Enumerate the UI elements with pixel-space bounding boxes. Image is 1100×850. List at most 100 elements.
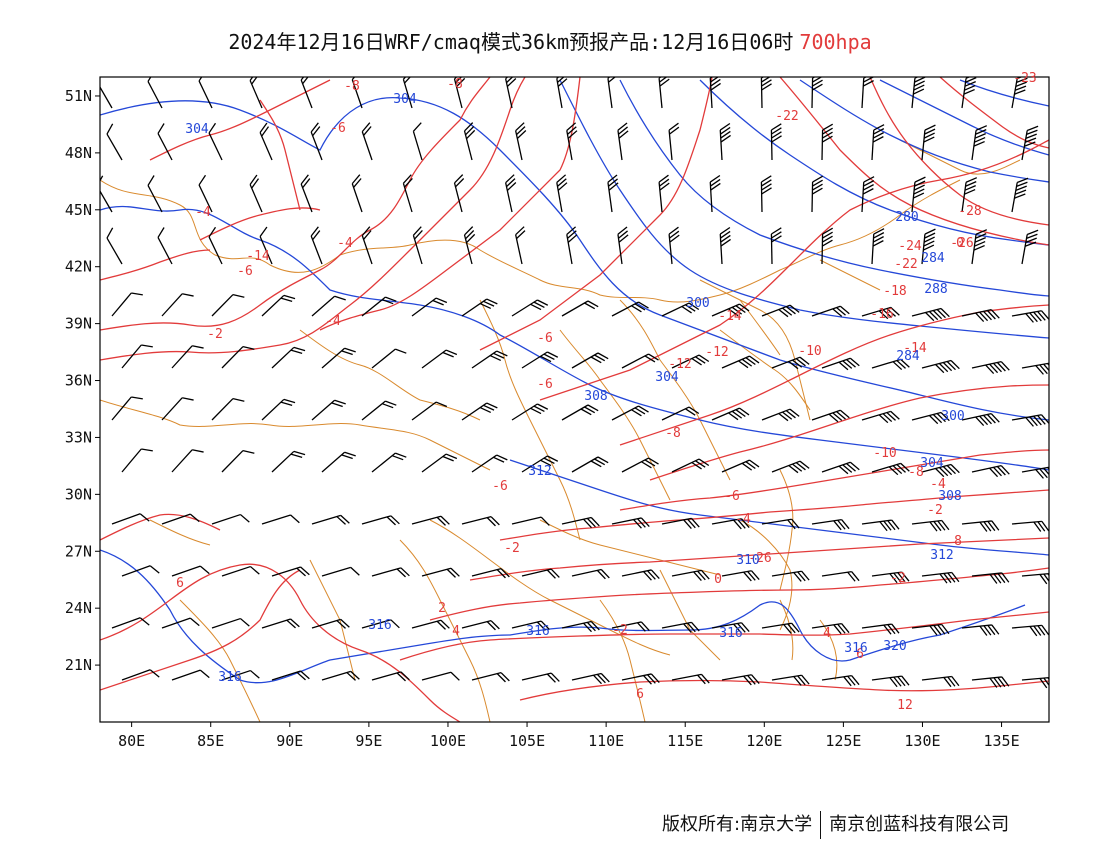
x-tick-label: 100E: [430, 732, 466, 750]
wind-barb: [411, 401, 448, 421]
wind-barb: [100, 175, 113, 213]
wind-barb: [111, 292, 143, 317]
temperature-label: 0: [956, 236, 964, 251]
wind-barb: [961, 413, 1000, 426]
wind-barb: [461, 402, 498, 421]
wind-barb: [161, 293, 194, 317]
wind-barb: [871, 228, 885, 265]
wind-barb: [521, 568, 560, 579]
y-tick-label: 36N: [65, 372, 92, 390]
wind-barb: [1021, 125, 1039, 161]
height-label: 320: [883, 639, 906, 654]
height-label: 316: [218, 670, 241, 685]
wind-barb: [106, 227, 123, 265]
wind-barb: [871, 462, 910, 476]
wind-barb: [1021, 572, 1049, 585]
height-label: 284: [896, 349, 920, 364]
wind-barb: [911, 77, 926, 109]
temperature-label: -14: [246, 249, 270, 264]
wind-barb: [1011, 414, 1049, 427]
wind-barb: [461, 516, 500, 527]
wind-barb: [711, 518, 750, 530]
chart-title: 2024年12月16日WRF/cmaq模式36km预报产品:12月16日06时 7…: [0, 26, 1100, 55]
x-tick-label: 85E: [197, 732, 224, 750]
wind-barb: [821, 571, 860, 582]
wind-barb: [721, 674, 760, 686]
wind-barb: [811, 623, 850, 635]
wind-barb: [310, 226, 323, 265]
wind-barb: [221, 565, 260, 577]
wind-barb: [311, 514, 350, 525]
wind-barb: [261, 514, 300, 525]
wind-barb: [310, 122, 323, 161]
wind-barb: [161, 617, 200, 629]
wind-barb: [171, 669, 210, 681]
wind-barb: [271, 670, 310, 681]
wind-barb: [311, 399, 346, 421]
wind-barb: [371, 567, 410, 578]
wind-barb: [961, 177, 978, 213]
temperature-label: -28: [958, 204, 981, 219]
temperature-label: -6: [237, 264, 253, 279]
wind-barb: [709, 77, 721, 109]
wind-barb: [261, 618, 300, 629]
y-tick-label: 39N: [65, 315, 92, 333]
wind-barb: [861, 176, 875, 213]
temperature-label: -4: [325, 314, 341, 329]
temperature-label: -22: [775, 109, 798, 124]
wind-barb: [211, 293, 245, 317]
x-tick-label: 80E: [118, 732, 145, 750]
wind-barb: [921, 228, 936, 265]
temperature-label: -26: [950, 236, 973, 251]
wind-barb: [871, 571, 910, 584]
y-tick-label: 21N: [65, 656, 92, 674]
wind-barb: [147, 175, 163, 213]
wind-barb: [611, 405, 649, 421]
temperature-label: -8: [344, 79, 360, 94]
wind-barb: [770, 227, 782, 265]
wind-barb: [771, 674, 810, 686]
wind-barb: [617, 226, 629, 265]
wind-barb: [921, 675, 960, 688]
wind-barb: [719, 226, 731, 265]
wind-barb: [300, 174, 313, 213]
wind-barb: [259, 122, 273, 161]
temperature-label: -6: [537, 331, 553, 346]
x-tick-label: 110E: [588, 732, 624, 750]
wind-barb: [515, 122, 527, 161]
temperature-label: -12: [668, 357, 691, 372]
temperature-label: -10: [798, 344, 821, 359]
height-label: 308: [584, 389, 607, 404]
wind-barb: [511, 403, 549, 421]
height-label: 288: [924, 282, 947, 297]
wind-barb: [921, 571, 960, 584]
temperature-label: -14: [903, 341, 927, 356]
wind-barb: [171, 565, 210, 577]
wind-barb: [511, 516, 550, 526]
temperature-label: -6: [330, 121, 346, 136]
wind-barb: [911, 411, 950, 425]
wind-barb: [566, 226, 578, 265]
wind-barb: [771, 356, 810, 370]
temperature-label: -2: [890, 571, 906, 586]
wind-barb: [811, 409, 850, 423]
temperature-label: -6: [537, 377, 553, 392]
wind-barb: [861, 306, 900, 320]
wind-barb: [421, 671, 460, 681]
wind-barb: [171, 345, 204, 369]
wind-barb: [709, 174, 721, 213]
height-label: 300: [941, 409, 964, 424]
wind-barb: [961, 309, 1000, 322]
x-axis: 80E 85E 90E 95E 100E 105E 110E 115E 120E 125E 130E…: [118, 722, 1020, 750]
temperature-label: -6: [492, 479, 508, 494]
wind-barb: [971, 465, 1010, 478]
wind-barb: [402, 77, 413, 109]
wind-barb: [721, 570, 760, 582]
wind-barb: [971, 361, 1010, 374]
wind-barb: [521, 351, 559, 369]
wind-barb: [971, 125, 988, 161]
wind-barb: [911, 623, 950, 636]
wind-barb: [157, 227, 173, 265]
wind-barb: [321, 566, 360, 577]
wind-barb: [811, 519, 850, 531]
